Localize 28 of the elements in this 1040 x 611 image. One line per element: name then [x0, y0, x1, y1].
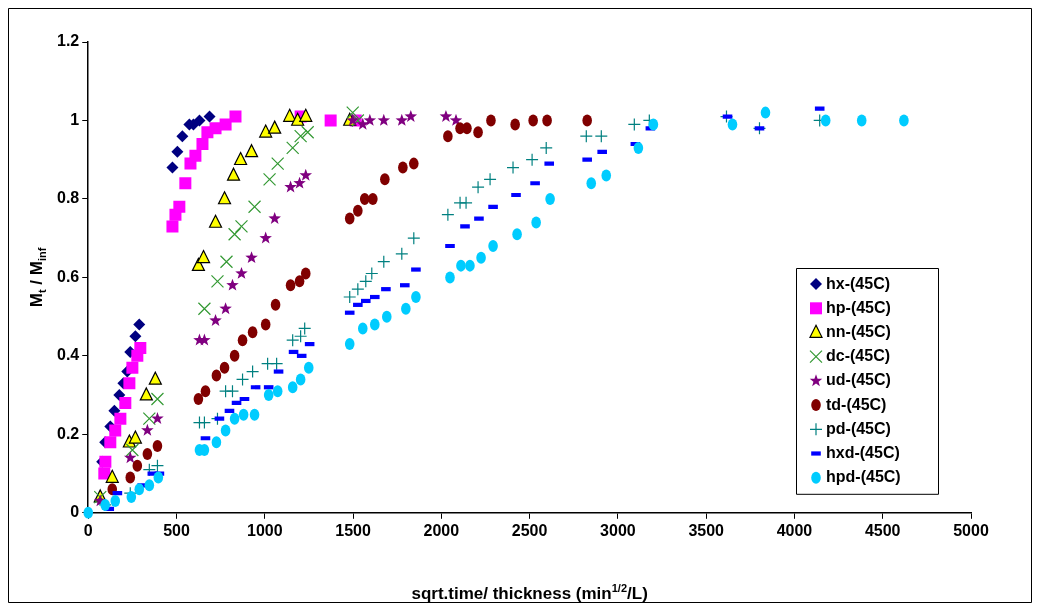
x-tick-label: 500	[163, 521, 190, 539]
x-tick-label: 4500	[864, 521, 901, 539]
y-tick-label: 0.8	[56, 189, 80, 207]
legend-label: ud-(45C)	[826, 371, 891, 389]
legend-label: nn-(45C)	[826, 322, 891, 340]
legend-label: hxd-(45C)	[826, 443, 900, 461]
x-tick-label: 5000	[953, 521, 989, 539]
y-tick-label: 1	[70, 110, 80, 128]
x-tick-label: 3000	[600, 521, 636, 539]
legend-label: dc-(45C)	[826, 347, 891, 365]
y-tick-label: 0	[70, 503, 80, 521]
y-tick-label: 0.4	[56, 346, 80, 364]
x-tick-label: 2500	[511, 521, 548, 539]
legend-label: td-(45C)	[826, 395, 887, 413]
y-axis-title: Mt / Minf	[27, 247, 49, 308]
legend-label: hp-(45C)	[826, 298, 891, 316]
y-tick-label: 1.2	[56, 32, 80, 50]
x-tick-label: 4000	[776, 521, 813, 539]
y-tick-label: 0.2	[56, 424, 80, 442]
legend-label: hx-(45C)	[826, 274, 891, 292]
x-tick-label: 3500	[688, 521, 725, 539]
legend-label: pd-(45C)	[826, 419, 891, 437]
x-tick-label: 1000	[247, 521, 283, 539]
y-tick-label: 0.6	[56, 267, 80, 285]
x-tick-label: 1500	[335, 521, 371, 539]
x-tick-label: 2000	[423, 521, 460, 539]
x-tick-label: 0	[83, 521, 93, 539]
legend-label: hpd-(45C)	[826, 468, 901, 486]
